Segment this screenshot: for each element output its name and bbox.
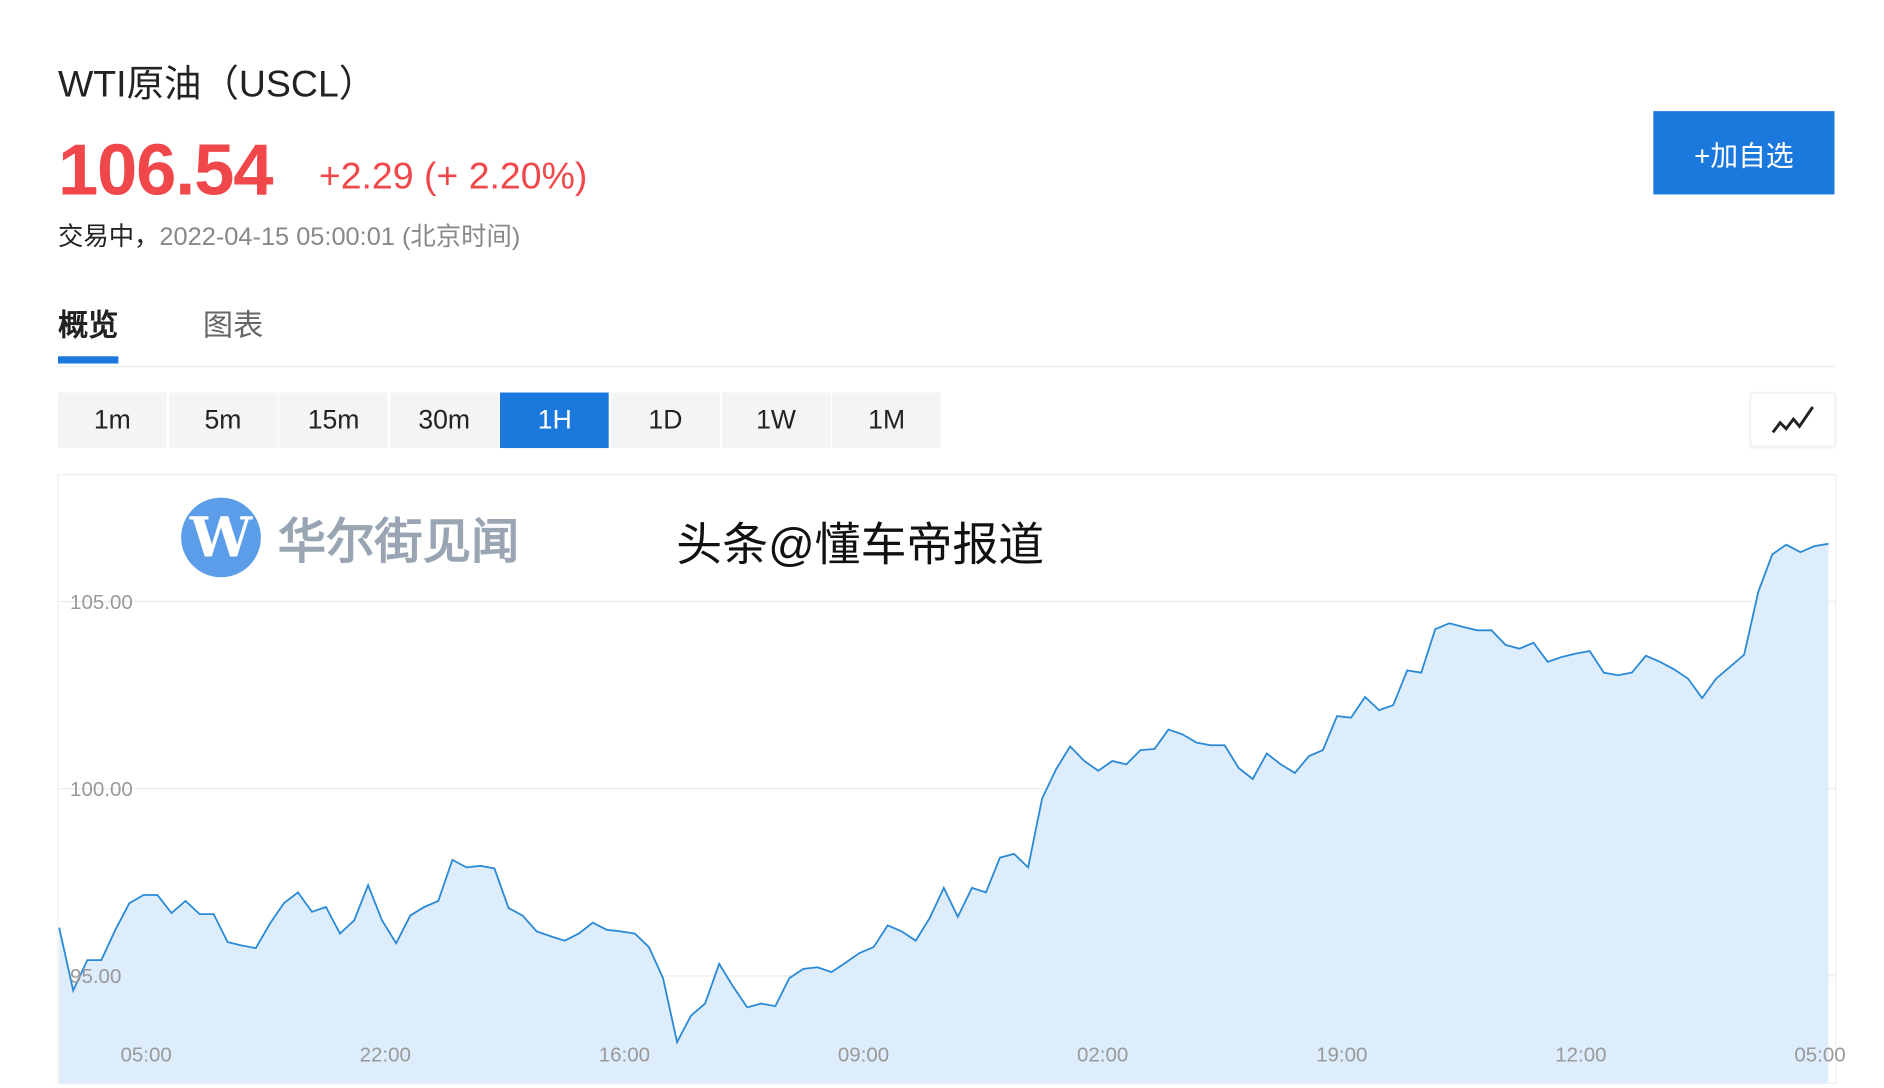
x-tick-label: 19:00: [1316, 1044, 1367, 1067]
period-1w[interactable]: 1W: [721, 392, 831, 449]
period-30m[interactable]: 30m: [389, 392, 499, 449]
x-tick-label: 22:00: [360, 1044, 411, 1067]
period-1h[interactable]: 1H: [500, 392, 610, 449]
trading-status: 交易中，2022-04-15 05:00:01 (北京时间): [58, 217, 520, 253]
x-tick-label: 02:00: [1077, 1044, 1128, 1067]
overlay-watermark: 头条@懂车帝报道: [676, 520, 1045, 572]
x-tick-label: 16:00: [599, 1044, 650, 1067]
chart-type-button[interactable]: [1749, 392, 1836, 447]
period-15m[interactable]: 15m: [279, 392, 388, 449]
line-chart-icon: [1771, 405, 1814, 433]
x-tick-label: 05:00: [1794, 1044, 1845, 1067]
y-tick-label: 100.00: [70, 778, 133, 801]
price-line: [58, 542, 1829, 1045]
y-tick-label: 105.00: [70, 591, 133, 614]
price-area: [59, 543, 1829, 1084]
wallstreetcn-watermark: W 华尔街见闻: [181, 497, 520, 578]
tab-bar: 概览 图表: [57, 302, 1836, 368]
period-selector: 1m 5m 15m 30m 1H 1D 1W 1M: [57, 392, 943, 449]
status-text: 交易中，: [57, 223, 160, 252]
x-tick-label: 05:00: [120, 1044, 171, 1067]
last-price: 106.54: [57, 129, 274, 211]
tab-chart[interactable]: 图表: [202, 309, 264, 343]
x-tick-label: 09:00: [838, 1044, 889, 1067]
period-1mo[interactable]: 1M: [832, 392, 941, 449]
watermark-logo: W: [181, 497, 261, 578]
tab-overview[interactable]: 概览: [57, 302, 119, 364]
timestamp: 2022-04-15 05:00:01 (北京时间): [159, 223, 521, 252]
add-to-watchlist-button[interactable]: +加自选: [1653, 111, 1835, 195]
watermark-logo-text: 华尔街见闻: [277, 513, 520, 571]
period-1d[interactable]: 1D: [611, 392, 720, 449]
price-change: +2.29 (+ 2.20%): [318, 154, 588, 197]
x-tick-label: 12:00: [1555, 1044, 1606, 1067]
period-5m[interactable]: 5m: [168, 392, 278, 449]
instrument-title: WTI原油（USCL）: [57, 62, 377, 106]
y-tick-label: 95.00: [70, 965, 121, 988]
period-1m[interactable]: 1m: [57, 392, 167, 449]
